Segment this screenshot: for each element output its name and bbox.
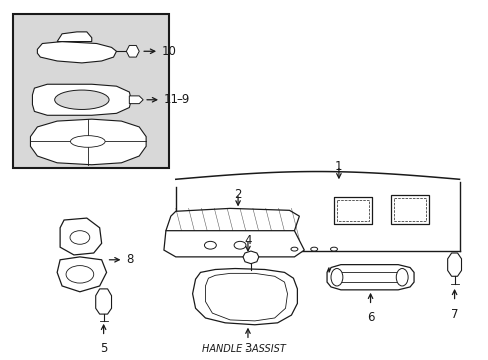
- Polygon shape: [32, 84, 131, 115]
- Text: HANDLE - ASSIST: HANDLE - ASSIST: [202, 344, 285, 354]
- Polygon shape: [192, 269, 297, 325]
- Text: 5: 5: [100, 342, 107, 355]
- Bar: [13, 14, 168, 168]
- Ellipse shape: [290, 247, 297, 251]
- Bar: [336, 200, 368, 221]
- Ellipse shape: [234, 241, 245, 249]
- Ellipse shape: [310, 247, 317, 251]
- Bar: [393, 198, 425, 221]
- Ellipse shape: [70, 136, 105, 147]
- Text: 1: 1: [334, 160, 342, 173]
- Polygon shape: [30, 119, 146, 165]
- Polygon shape: [205, 273, 287, 321]
- Text: –9: –9: [177, 93, 190, 106]
- Text: 4: 4: [244, 234, 251, 247]
- Polygon shape: [326, 265, 413, 290]
- Polygon shape: [163, 231, 304, 257]
- Text: 10: 10: [162, 45, 177, 58]
- Text: 7: 7: [450, 308, 457, 321]
- Ellipse shape: [204, 241, 216, 249]
- Polygon shape: [165, 208, 299, 239]
- Polygon shape: [57, 32, 92, 41]
- Bar: [390, 195, 428, 224]
- Ellipse shape: [330, 269, 342, 286]
- Polygon shape: [243, 251, 258, 264]
- Text: 6: 6: [366, 311, 373, 324]
- Text: 8: 8: [126, 253, 133, 266]
- Polygon shape: [447, 253, 461, 276]
- Text: 11: 11: [163, 93, 179, 106]
- Ellipse shape: [66, 266, 94, 283]
- Text: 3: 3: [244, 342, 251, 355]
- Ellipse shape: [55, 90, 109, 109]
- Ellipse shape: [395, 269, 407, 286]
- Text: 2: 2: [234, 188, 242, 201]
- Polygon shape: [96, 289, 111, 314]
- Ellipse shape: [330, 247, 337, 251]
- Polygon shape: [126, 45, 139, 57]
- Polygon shape: [57, 257, 106, 292]
- Polygon shape: [37, 41, 116, 63]
- Polygon shape: [129, 96, 143, 104]
- Polygon shape: [60, 218, 102, 255]
- Ellipse shape: [70, 231, 90, 244]
- Bar: [333, 197, 371, 224]
